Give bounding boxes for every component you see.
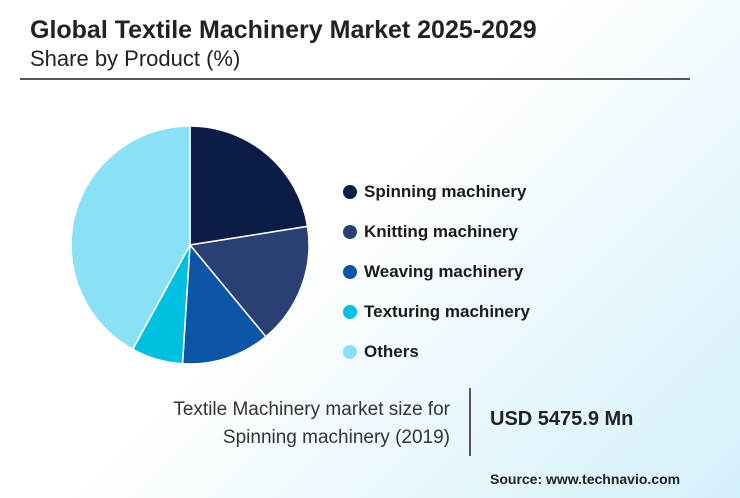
legend-item-weaving: Weaving machinery (343, 252, 530, 292)
chart-title: Global Textile Machinery Market 2025-202… (30, 16, 537, 44)
market-size-value: USD 5475.9 Mn (490, 408, 634, 430)
legend-swatch (343, 225, 357, 239)
source-credit: Source: www.technavio.com (490, 471, 681, 487)
legend-label: Weaving machinery (364, 262, 524, 281)
legend-swatch (343, 185, 357, 199)
legend-swatch (343, 265, 357, 279)
legend-item-spinning: Spinning machinery (343, 172, 530, 212)
legend-label: Knitting machinery (364, 222, 518, 241)
legend-swatch (343, 345, 357, 359)
info-divider (469, 388, 471, 456)
legend-label: Others (364, 342, 419, 361)
legend-item-knitting: Knitting machinery (343, 212, 530, 252)
legend: Spinning machinery Knitting machinery We… (343, 172, 530, 372)
pie-slice-knitting (188, 225, 310, 338)
title-divider (20, 78, 690, 80)
legend-label: Spinning machinery (364, 182, 527, 201)
legend-label: Texturing machinery (364, 302, 530, 321)
pie-slice-spinning (189, 125, 309, 246)
pie-slice-weaving (181, 243, 267, 365)
legend-item-texturing: Texturing machinery (343, 292, 530, 332)
pie-slice-others (70, 125, 191, 351)
market-size-description: Textile Machinery market size for Spinni… (110, 396, 450, 452)
legend-swatch (343, 305, 357, 319)
legend-item-others: Others (343, 332, 530, 372)
chart-subtitle: Share by Product (%) (30, 46, 241, 71)
market-size-description-line1: Textile Machinery market size for (173, 399, 450, 420)
market-size-description-line2: Spinning machinery (2019) (222, 427, 450, 448)
